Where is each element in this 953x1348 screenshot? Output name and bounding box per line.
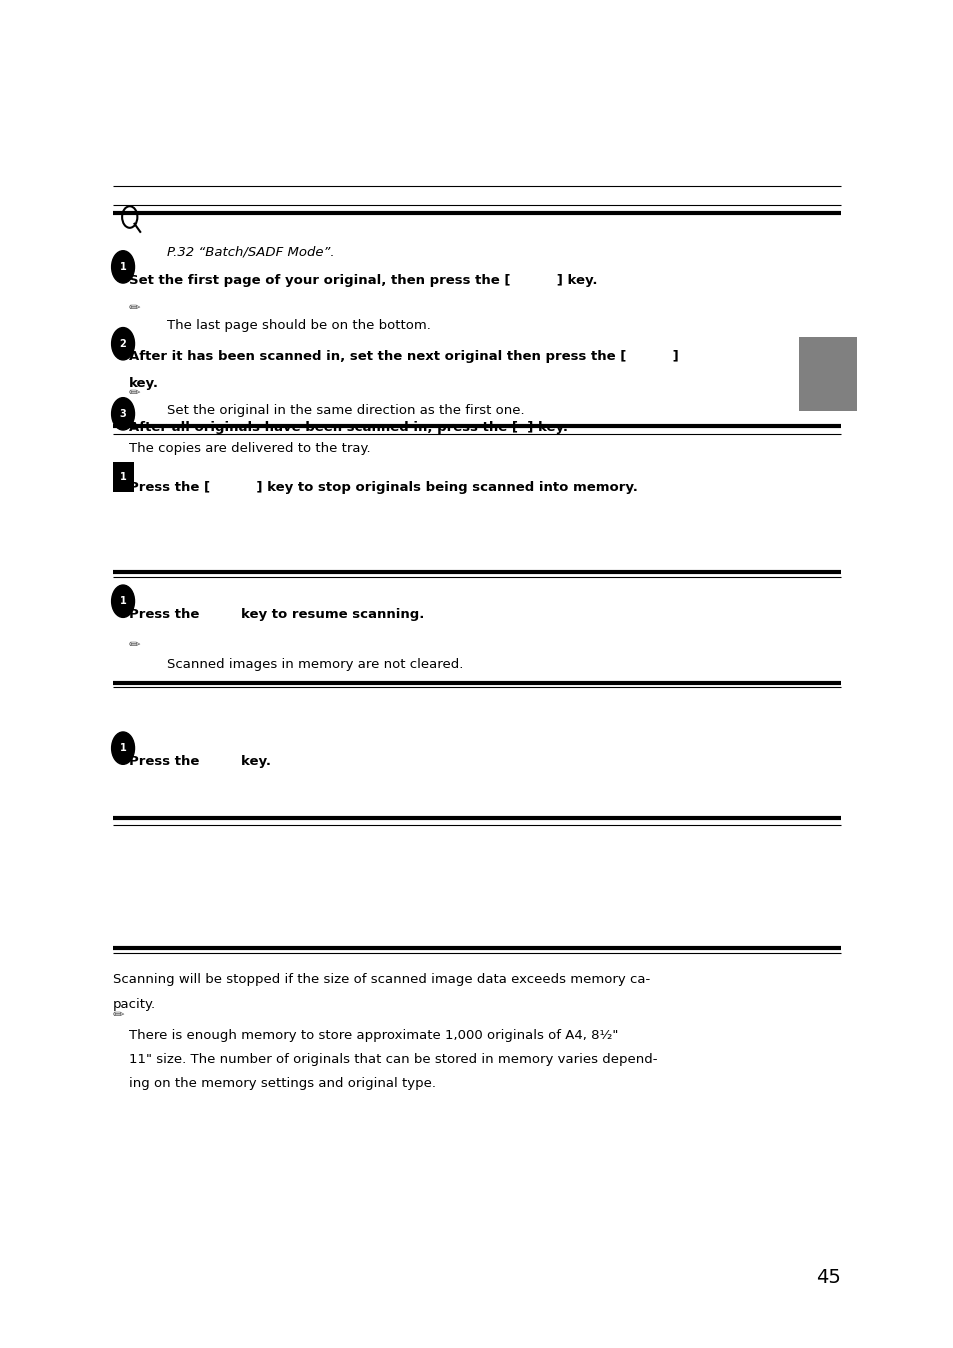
FancyBboxPatch shape — [112, 462, 133, 492]
Circle shape — [112, 328, 134, 360]
Text: The last page should be on the bottom.: The last page should be on the bottom. — [167, 319, 431, 333]
Text: After all originals have been scanned in, press the [  ] key.: After all originals have been scanned in… — [129, 421, 567, 434]
Text: 45: 45 — [816, 1268, 841, 1287]
Text: ✏: ✏ — [112, 1008, 124, 1022]
Text: 1: 1 — [119, 262, 127, 272]
Text: After it has been scanned in, set the next original then press the [          ]: After it has been scanned in, set the ne… — [129, 350, 678, 364]
Text: Press the         key to resume scanning.: Press the key to resume scanning. — [129, 608, 424, 621]
Text: Scanned images in memory are not cleared.: Scanned images in memory are not cleared… — [167, 658, 463, 671]
Text: 1: 1 — [119, 472, 127, 483]
FancyBboxPatch shape — [799, 337, 856, 411]
Text: ing on the memory settings and original type.: ing on the memory settings and original … — [129, 1077, 436, 1091]
Text: The copies are delivered to the tray.: The copies are delivered to the tray. — [129, 442, 370, 456]
Text: Set the first page of your original, then press the [          ] key.: Set the first page of your original, the… — [129, 274, 597, 287]
Text: Press the         key.: Press the key. — [129, 755, 271, 768]
Circle shape — [112, 732, 134, 764]
Circle shape — [112, 585, 134, 617]
Text: ✏: ✏ — [129, 638, 140, 651]
Circle shape — [112, 251, 134, 283]
Text: 3: 3 — [119, 408, 127, 419]
Text: 1: 1 — [119, 596, 127, 607]
Text: key.: key. — [129, 377, 158, 391]
Text: pacity.: pacity. — [112, 998, 155, 1011]
Text: There is enough memory to store approximate 1,000 originals of A4, 8¹⁄₂": There is enough memory to store approxim… — [129, 1029, 618, 1042]
Circle shape — [112, 398, 134, 430]
Text: Set the original in the same direction as the first one.: Set the original in the same direction a… — [167, 404, 524, 418]
Text: 11" size. The number of originals that can be stored in memory varies depend-: 11" size. The number of originals that c… — [129, 1053, 657, 1066]
Text: ✏: ✏ — [129, 386, 140, 399]
Text: Press the [          ] key to stop originals being scanned into memory.: Press the [ ] key to stop originals bein… — [129, 481, 637, 495]
Text: 2: 2 — [119, 338, 127, 349]
Text: ✏: ✏ — [129, 301, 140, 314]
Text: 1: 1 — [119, 743, 127, 754]
Text: P.32 “Batch/SADF Mode”.: P.32 “Batch/SADF Mode”. — [167, 245, 335, 259]
Text: Scanning will be stopped if the size of scanned image data exceeds memory ca-: Scanning will be stopped if the size of … — [112, 973, 649, 987]
